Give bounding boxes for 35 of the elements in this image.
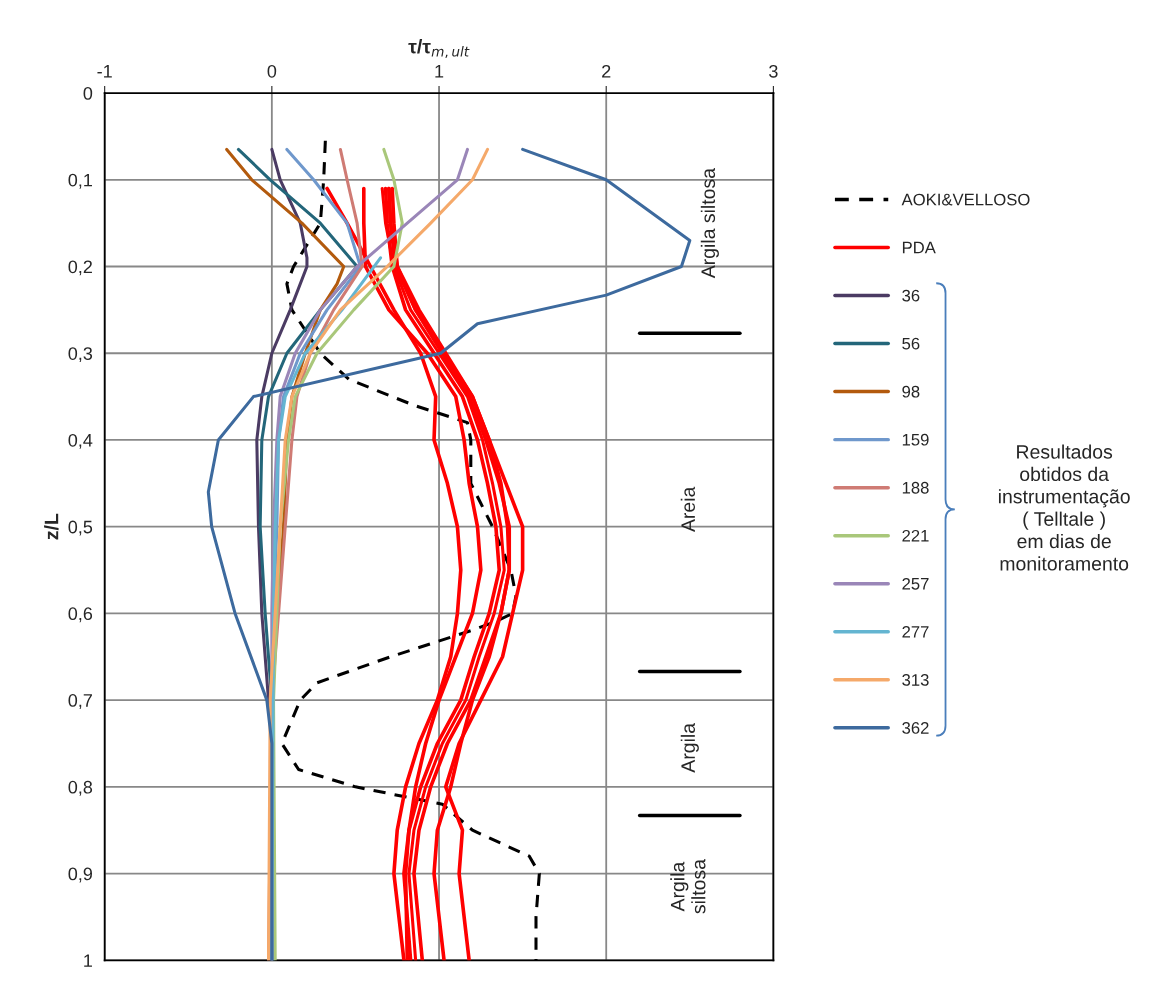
y-tick-label: 0 bbox=[83, 86, 93, 100]
annotation: Argila bbox=[680, 722, 699, 773]
y-tick-label: 0,2 bbox=[68, 260, 92, 276]
legend-label: 257 bbox=[902, 577, 929, 590]
annotation: Argila siltosa bbox=[670, 859, 706, 914]
y-tick-label: 0,9 bbox=[68, 867, 93, 883]
legend-label: 362 bbox=[902, 722, 929, 734]
legend-label: 188 bbox=[902, 481, 929, 494]
y-tick-label: 0,5 bbox=[68, 520, 93, 536]
y-tick-label: 1 bbox=[84, 954, 92, 967]
x-tick-label: 0 bbox=[267, 64, 277, 78]
x-axis-title: τ/τ$_{m,ult}$ bbox=[408, 39, 470, 58]
x-tick-label: 3 bbox=[769, 64, 778, 78]
legend-label: 159 bbox=[902, 433, 929, 446]
annotation: Argila siltosa bbox=[700, 168, 719, 279]
legend-label: PDA bbox=[902, 241, 936, 254]
y-tick-label: 0,8 bbox=[68, 780, 93, 796]
y-axis-title: z/L bbox=[44, 513, 59, 540]
legend-label: 36 bbox=[902, 289, 920, 302]
x-tick-label: 2 bbox=[602, 64, 611, 78]
x-tick-label: -1 bbox=[97, 65, 112, 78]
y-tick-label: 0,7 bbox=[68, 694, 92, 709]
y-tick-label: 0,1 bbox=[68, 173, 92, 189]
y-tick-label: 0,4 bbox=[68, 433, 93, 449]
legend-label: 277 bbox=[902, 625, 929, 638]
y-tick-label: 0,6 bbox=[68, 607, 93, 623]
x-tick-label: 1 bbox=[435, 65, 444, 78]
legend-label: 98 bbox=[902, 385, 920, 398]
legend-label: 221 bbox=[902, 529, 929, 542]
annotation: Areia bbox=[680, 486, 696, 532]
legend-label: 56 bbox=[902, 337, 920, 350]
legend-label: AOKI&VELLOSO bbox=[901, 193, 1030, 206]
text: Resultados obtidos da instrumentação ( Telltale ) em dias de monitoramento bbox=[998, 444, 1130, 571]
y-tick-label: 0,3 bbox=[68, 347, 93, 363]
legend-label: 313 bbox=[902, 674, 929, 686]
